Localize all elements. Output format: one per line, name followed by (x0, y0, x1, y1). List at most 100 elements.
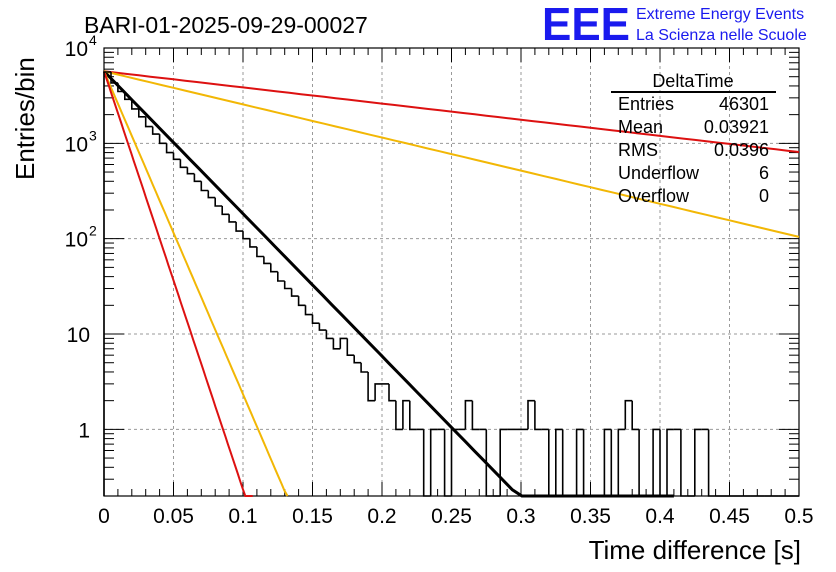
histogram-bin (582, 429, 591, 497)
x-tick-label: 0.1 (228, 505, 257, 528)
x-tick-label: 0.4 (645, 505, 675, 528)
stats-row-value: 0 (759, 186, 769, 206)
histogram-bin (131, 99, 139, 110)
x-tick-label: 0 (98, 505, 110, 528)
histogram-bin (402, 399, 410, 430)
stats-row-label: Underflow (618, 163, 700, 183)
fast-red (103, 70, 253, 497)
histogram-bin (332, 338, 341, 350)
stats-row-label: Overflow (618, 186, 690, 206)
histogram-bin (464, 399, 473, 430)
histogram-bin (277, 271, 285, 282)
stats-row-value: 0.0396 (714, 140, 769, 160)
histogram-bin (534, 400, 542, 431)
eee-logo: EEE Extreme Energy Events La Scienza nel… (542, 0, 807, 50)
histogram-bin (200, 181, 209, 192)
grid-lines (104, 48, 799, 496)
histogram-bin (610, 429, 619, 497)
histogram-bin (360, 362, 369, 373)
y-tick-exponent: 3 (89, 127, 97, 143)
histogram-bin (117, 82, 125, 93)
histogram-bin (207, 190, 216, 199)
histogram-bin (186, 167, 195, 175)
histogram-bin (652, 428, 660, 496)
histogram-bin (228, 214, 237, 223)
logo-line2: La Scienza nelle Scuole (636, 27, 807, 44)
histogram-bin (144, 116, 153, 128)
stats-row-value: 46301 (719, 94, 769, 114)
histogram-bars (103, 71, 799, 497)
histogram-bin (353, 355, 362, 364)
histogram-bin (395, 400, 403, 431)
histogram-bin (221, 206, 230, 216)
x-tick-label: 0.25 (431, 505, 472, 528)
logo-mark: EEE (542, 0, 630, 50)
stats-row-value: 6 (759, 163, 769, 183)
histogram-bin (409, 400, 417, 431)
histogram-bin (242, 231, 250, 240)
histogram-bin (555, 428, 563, 496)
histogram-bin (575, 428, 584, 496)
stats-row-label: Mean (618, 117, 663, 137)
stats-box: DeltaTime Entries 46301 Mean 0.03921 RMS 0.03… (611, 71, 776, 206)
x-tick-label: 0.35 (570, 505, 611, 528)
stats-rows: Entries 46301 Mean 0.03921 RMS 0.0396 Underflo… (618, 94, 769, 206)
histogram-bin (172, 152, 181, 161)
y-axis-title: Entries/bin (10, 57, 40, 180)
histogram-bin (624, 399, 633, 430)
histogram-bin (429, 428, 438, 496)
x-tick-label: 0.15 (292, 505, 333, 528)
fit-curves (102, 70, 800, 498)
histogram-bin (138, 108, 146, 118)
x-tick-label: 0.3 (506, 505, 535, 528)
histogram-bin (165, 143, 174, 154)
logo-line1: Extreme Energy Events (636, 6, 804, 23)
y-tick-label: 10 (65, 38, 88, 61)
histogram-bin (374, 383, 382, 401)
slow-yellow (103, 70, 800, 238)
histogram-bin (694, 428, 702, 496)
histogram-bin (325, 330, 334, 340)
histogram-bin (471, 400, 480, 431)
fast-yellow (103, 70, 289, 497)
histogram-bin (290, 288, 299, 297)
histogram-bin (235, 221, 243, 232)
x-tick-label: 0.5 (784, 505, 813, 528)
histogram-bin (214, 197, 223, 207)
histogram-bin (388, 383, 396, 402)
histogram-bin (485, 429, 494, 497)
fit-exponential (102, 70, 674, 498)
histogram-bin (103, 71, 111, 496)
histogram-bin (311, 314, 320, 324)
histogram-bin (110, 72, 118, 84)
y-tick-label: 1 (78, 419, 90, 442)
histogram-bin (422, 429, 431, 497)
x-axis-title: Time difference [s] (589, 535, 801, 565)
slow-red (103, 70, 800, 153)
y-tick-label: 10 (65, 229, 88, 252)
histogram-bin (318, 323, 327, 331)
histogram-bin (270, 263, 278, 273)
y-tick-label: 10 (67, 324, 90, 347)
histogram-bin (297, 296, 306, 307)
histogram-bin (346, 338, 355, 356)
histogram-bin (659, 429, 667, 497)
histogram-bin (666, 428, 674, 496)
histogram-bin (617, 428, 626, 496)
stats-row-value: 0.03921 (704, 117, 769, 137)
histogram-bin (450, 428, 459, 496)
histogram-bin (499, 428, 508, 496)
histogram-bin (283, 281, 292, 290)
stats-title: DeltaTime (652, 71, 733, 91)
histogram-bin (638, 429, 647, 497)
histogram-bin (179, 159, 188, 169)
histogram-bin (631, 400, 640, 431)
histogram-bin (339, 337, 348, 349)
histogram-bin (527, 399, 535, 430)
x-tick-label: 0.45 (709, 505, 750, 528)
histogram-bin (443, 429, 452, 497)
y-tick-exponent: 2 (89, 223, 97, 239)
histogram-bin (680, 429, 688, 497)
